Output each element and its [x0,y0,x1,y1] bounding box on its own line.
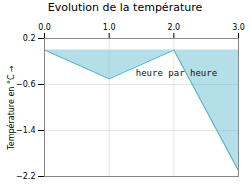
svg-text:−2.2: −2.2 [16,172,35,181]
svg-text:0.0: 0.0 [38,23,51,32]
svg-text:1.0: 1.0 [103,23,116,32]
svg-text:−1.4: −1.4 [16,126,35,135]
svg-text:−0.6: −0.6 [16,80,35,89]
svg-text:2.0: 2.0 [167,23,180,32]
svg-text:0.2: 0.2 [23,34,36,43]
svg-text:heure par heure: heure par heure [136,68,217,78]
svg-text:3.0: 3.0 [232,23,245,32]
html-text:Evolution de la température: Evolution de la température [47,1,203,14]
svg-text:Température en °C →: Température en °C → [6,65,16,151]
